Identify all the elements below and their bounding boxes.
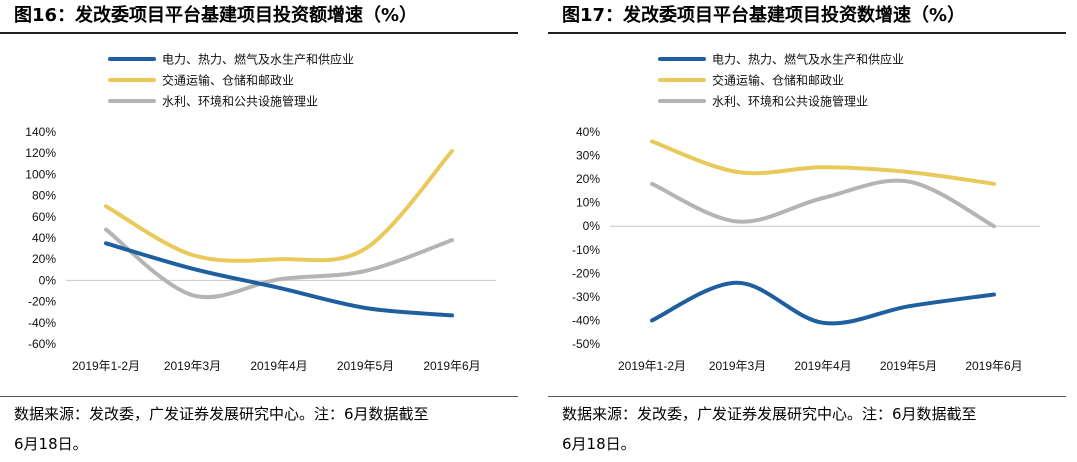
chart-panel-left: 图16：发改委项目平台基建项目投资额增速（%） 电力、热力、燃气及水生产和供应业…	[0, 0, 518, 462]
y-tick-label: -50%	[572, 337, 600, 351]
chart-panel-right: 图17：发改委项目平台基建项目投资数增速（%） 电力、热力、燃气及水生产和供应业…	[548, 0, 1066, 462]
y-tick-label: 120%	[25, 146, 56, 160]
y-tick-label: -10%	[572, 243, 600, 257]
y-tick-label: -40%	[28, 316, 56, 330]
y-tick-label: 0%	[583, 219, 601, 233]
legend-label: 水利、环境和公共设施管理业	[712, 94, 868, 109]
x-tick-label: 2019年6月	[423, 359, 480, 373]
chart-title: 图17：发改委项目平台基建项目投资数增速（%）	[562, 4, 965, 28]
legend-label: 电力、热力、燃气及水生产和供应业	[162, 52, 354, 67]
y-tick-label: 20%	[32, 252, 56, 266]
x-tick-label: 2019年3月	[709, 359, 766, 373]
source-line: 6月18日。	[562, 435, 636, 453]
source-note: 数据来源：发改委，广发证券发展研究中心。注：6月数据截至 6月18日。	[562, 399, 1062, 459]
figure-number: 图17	[562, 5, 606, 26]
source-note: 数据来源：发改委，广发证券发展研究中心。注：6月数据截至 6月18日。	[14, 399, 514, 459]
series-line	[650, 280, 996, 326]
x-tick-label: 2019年3月	[164, 359, 221, 373]
figure-title-text: ：发改委项目平台基建项目投资数增速（%）	[605, 5, 966, 26]
source-divider	[0, 396, 518, 397]
source-line: 数据来源：发改委，广发证券发展研究中心。注：6月数据截至	[14, 405, 429, 423]
series-line	[650, 178, 996, 229]
x-tick-label: 2019年5月	[337, 359, 394, 373]
y-tick-label: 40%	[576, 125, 600, 139]
y-tick-label: 100%	[25, 167, 56, 181]
title-divider	[548, 32, 1066, 34]
y-tick-label: 140%	[25, 125, 56, 139]
y-tick-label: 40%	[32, 231, 56, 245]
x-tick-label: 2019年1-2月	[618, 359, 686, 373]
x-tick-label: 2019年4月	[250, 359, 307, 373]
y-tick-label: 30%	[576, 149, 600, 163]
y-tick-label: 10%	[576, 196, 600, 210]
source-divider	[548, 396, 1066, 397]
y-tick-label: -60%	[28, 337, 56, 351]
source-line: 6月18日。	[14, 435, 88, 453]
y-tick-label: -30%	[572, 290, 600, 304]
x-tick-label: 2019年5月	[880, 359, 937, 373]
figure-number: 图16	[14, 5, 58, 26]
legend-label: 交通运输、仓储和邮政业	[712, 73, 844, 88]
title-divider	[0, 32, 518, 34]
chart-title: 图16：发改委项目平台基建项目投资额增速（%）	[14, 4, 417, 28]
series-line	[104, 241, 454, 318]
series-line	[104, 227, 454, 300]
x-tick-label: 2019年6月	[965, 359, 1022, 373]
y-tick-label: 80%	[32, 189, 56, 203]
y-tick-label: 0%	[39, 273, 57, 287]
y-tick-label: -20%	[28, 295, 56, 309]
figure-title-text: ：发改委项目平台基建项目投资额增速（%）	[57, 5, 418, 26]
legend-label: 水利、环境和公共设施管理业	[162, 94, 318, 109]
x-tick-label: 2019年4月	[794, 359, 851, 373]
line-chart: 电力、热力、燃气及水生产和供应业交通运输、仓储和邮政业水利、环境和公共设施管理业…	[25, 52, 496, 373]
y-tick-label: -20%	[572, 266, 600, 280]
legend-label: 电力、热力、燃气及水生产和供应业	[712, 52, 904, 67]
x-tick-label: 2019年1-2月	[72, 359, 140, 373]
series-line	[650, 139, 996, 186]
y-tick-label: 60%	[32, 210, 56, 224]
y-tick-label: -40%	[572, 313, 600, 327]
y-tick-label: 20%	[576, 172, 600, 186]
source-line: 数据来源：发改委，广发证券发展研究中心。注：6月数据截至	[562, 405, 977, 423]
series-line	[104, 149, 454, 263]
legend-label: 交通运输、仓储和邮政业	[162, 73, 294, 88]
line-chart: 电力、热力、燃气及水生产和供应业交通运输、仓储和邮政业水利、环境和公共设施管理业…	[572, 52, 1040, 373]
